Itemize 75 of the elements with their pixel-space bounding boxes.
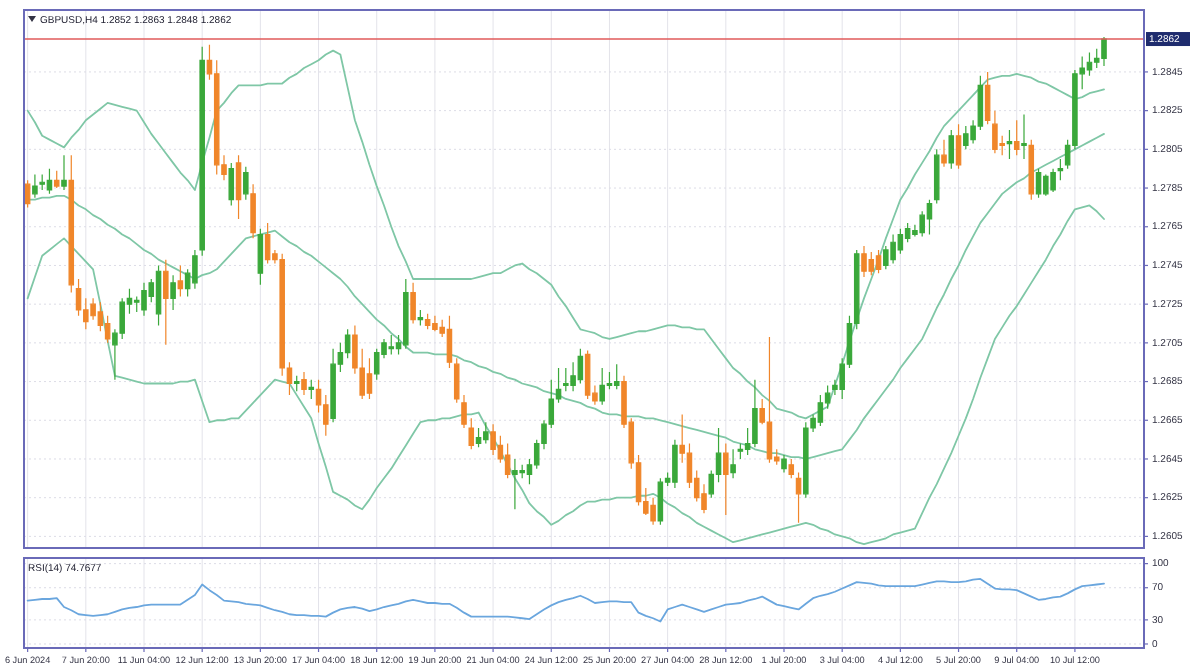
candlestick xyxy=(803,421,809,499)
candlestick xyxy=(766,336,773,464)
candlestick xyxy=(32,173,38,199)
candlestick xyxy=(963,125,969,150)
candlestick xyxy=(672,439,678,489)
candlestick xyxy=(177,264,184,298)
candlestick xyxy=(1013,119,1020,156)
candlestick xyxy=(163,259,169,346)
candlestick xyxy=(432,315,438,332)
candlestick xyxy=(752,379,758,448)
candlestick xyxy=(941,139,947,168)
candlestick xyxy=(243,166,249,201)
candlestick xyxy=(257,228,264,286)
candlestick xyxy=(512,458,518,510)
candlestick xyxy=(446,315,453,369)
candlestick xyxy=(948,129,955,170)
candlestick xyxy=(875,249,882,274)
candlestick xyxy=(46,168,53,195)
candlestick xyxy=(1006,129,1013,160)
candlestick xyxy=(483,421,489,445)
candlestick xyxy=(1043,173,1049,197)
candlestick xyxy=(424,313,431,330)
line-series xyxy=(26,132,1105,460)
candlestick xyxy=(68,154,75,294)
candlestick xyxy=(417,309,424,327)
candlestick xyxy=(475,427,482,448)
candlestick xyxy=(39,173,45,191)
candlestick xyxy=(955,123,962,170)
candlestick xyxy=(868,251,875,276)
candlestick xyxy=(490,423,496,456)
candlestick xyxy=(330,348,336,423)
candlestick xyxy=(890,233,896,265)
candlestick xyxy=(403,278,409,350)
candlestick xyxy=(1101,36,1107,67)
candlestick xyxy=(926,199,933,236)
candlestick xyxy=(992,110,998,154)
candlestick xyxy=(235,154,242,220)
candlestick xyxy=(170,274,176,311)
candlestick xyxy=(1028,139,1035,201)
candlestick xyxy=(228,162,235,207)
line-series xyxy=(26,204,1105,546)
candlestick xyxy=(795,471,802,524)
candlestick xyxy=(53,170,60,189)
candlestick xyxy=(155,264,162,327)
candlestick xyxy=(264,222,271,265)
candlestick xyxy=(308,379,315,400)
candlestick xyxy=(293,375,300,392)
candlestick xyxy=(504,442,511,479)
candlestick xyxy=(301,371,307,396)
candlestick xyxy=(1021,113,1027,160)
line-series xyxy=(26,577,1105,623)
candlestick xyxy=(861,245,867,278)
candlestick xyxy=(141,282,147,317)
candlestick xyxy=(788,458,795,479)
candlestick xyxy=(366,357,373,400)
candlestick xyxy=(657,477,664,526)
candlestick xyxy=(1035,168,1042,199)
candlestick xyxy=(723,442,729,516)
candlestick xyxy=(61,154,67,191)
candlestick xyxy=(584,350,591,400)
candlestick xyxy=(781,454,787,474)
candlestick xyxy=(1057,158,1064,181)
candlestick xyxy=(730,448,736,479)
candlestick xyxy=(613,363,620,390)
candlestick xyxy=(563,367,569,392)
candlestick xyxy=(250,183,256,239)
line-series xyxy=(26,49,1105,420)
candlestick xyxy=(933,148,940,205)
candlestick xyxy=(410,282,416,325)
candlestick xyxy=(1050,168,1056,193)
candlestick xyxy=(984,71,991,125)
candlestick xyxy=(599,367,605,406)
candlestick xyxy=(577,348,584,385)
candlestick xyxy=(388,334,395,356)
candlestick xyxy=(24,179,31,208)
